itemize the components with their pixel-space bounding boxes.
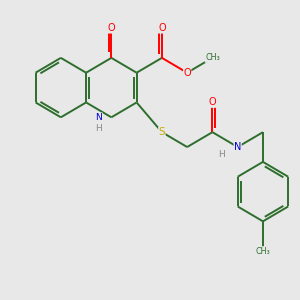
Text: O: O — [208, 98, 216, 107]
Text: H: H — [95, 124, 102, 133]
Text: S: S — [159, 127, 165, 137]
Text: O: O — [183, 68, 191, 78]
Text: N: N — [234, 142, 242, 152]
Text: N: N — [95, 113, 102, 122]
Text: CH₃: CH₃ — [205, 53, 220, 62]
Text: O: O — [158, 23, 166, 33]
Text: H: H — [218, 150, 225, 159]
Text: CH₃: CH₃ — [256, 247, 270, 256]
Text: O: O — [107, 23, 115, 33]
